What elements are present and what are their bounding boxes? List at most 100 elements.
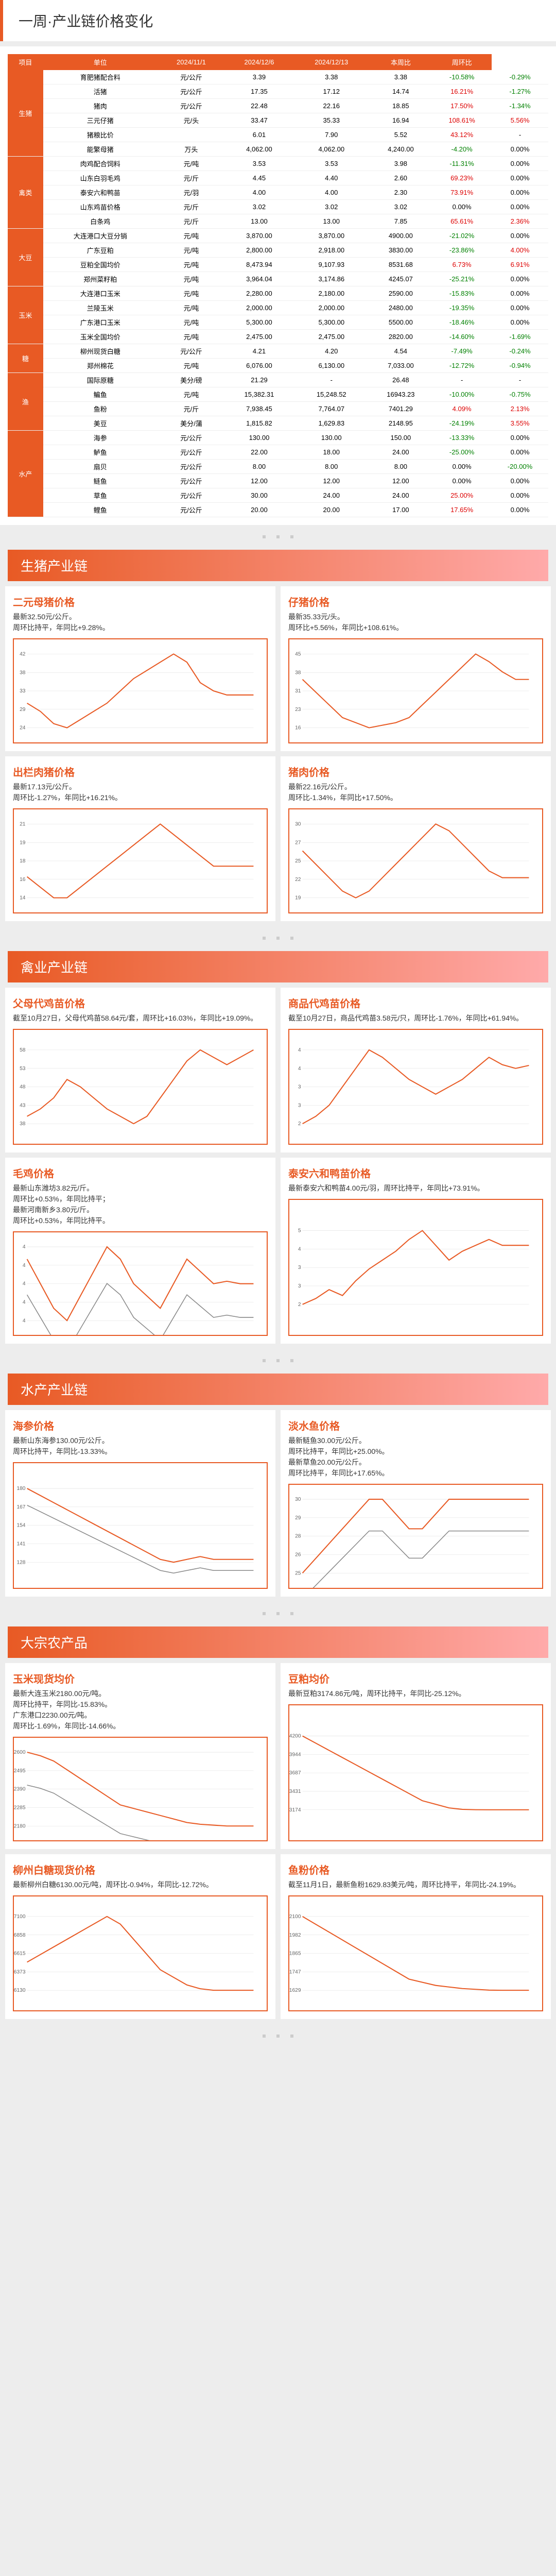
- data-cell: 3830.00: [370, 243, 432, 258]
- chart-box: 44444: [13, 1231, 268, 1336]
- data-cell: 6.91%: [492, 258, 548, 272]
- data-cell: -21.02%: [432, 229, 492, 243]
- data-cell: -24.19%: [432, 416, 492, 431]
- svg-text:3944: 3944: [289, 1752, 301, 1757]
- table-row: 山东白羽毛鸡元/斤4.454.402.6069.23%0.00%: [8, 171, 548, 185]
- svg-text:28: 28: [295, 1534, 301, 1539]
- data-cell: 0.00%: [492, 301, 548, 315]
- table-row: 草鱼元/公斤30.0024.0024.0025.00%0.00%: [8, 488, 548, 503]
- data-cell: 元/斤: [158, 402, 225, 416]
- chart-subtitle: 最新柳州白糖6130.00元/吨，周环比-0.94%，年同比-12.72%。: [13, 1879, 268, 1890]
- category-cell: 禽类: [8, 157, 43, 229]
- chart-card: 海参价格 最新山东海参130.00元/公斤。周环比持平，年同比-13.33%。 …: [5, 1410, 275, 1596]
- table-row: 糖柳州现货白糖元/公斤4.214.204.54-7.49%-0.24%: [8, 344, 548, 359]
- data-cell: 4,240.00: [370, 142, 432, 157]
- table-row: 猪肉元/公斤22.4822.1618.8517.50%-1.34%: [8, 99, 548, 113]
- data-cell: 元/公斤: [158, 488, 225, 503]
- data-cell: 5,300.00: [225, 315, 293, 330]
- category-cell: 大豆: [8, 229, 43, 286]
- chart-title: 商品代鸡苗价格: [288, 995, 543, 1010]
- data-cell: 0.00%: [492, 229, 548, 243]
- data-cell: 元/公斤: [158, 99, 225, 113]
- chart-card: 出栏肉猪价格 最新17.13元/公斤。周环比-1.27%，年同比+16.21%。…: [5, 756, 275, 921]
- data-cell: 0.00%: [492, 157, 548, 171]
- section-header: 水产产业链: [8, 1374, 548, 1405]
- chart-subtitle: 最新大连玉米2180.00元/吨。周环比持平，年同比-15.83%。广东港口22…: [13, 1688, 268, 1732]
- data-cell: 4.40: [293, 171, 370, 185]
- data-cell: 4245.07: [370, 272, 432, 286]
- svg-text:25: 25: [295, 1571, 301, 1577]
- data-cell: 0.00%: [492, 431, 548, 445]
- chart-box: 42003944368734313174: [288, 1704, 543, 1841]
- data-cell: -0.75%: [492, 387, 548, 402]
- data-cell: 0.00%: [432, 200, 492, 214]
- chart-box: 26002495239022852180: [13, 1737, 268, 1841]
- data-cell: 元/吨: [158, 286, 225, 301]
- chart-card: 父母代鸡苗价格 截至10月27日，父母代鸡苗58.64元/套，周环比+16.03…: [5, 988, 275, 1153]
- chart-subtitle: 最新豆粕3174.86元/吨，周环比持平，年同比-25.12%。: [288, 1688, 543, 1699]
- data-cell: 0.00%: [492, 185, 548, 200]
- svg-text:4: 4: [298, 1047, 301, 1053]
- section-header: 大宗农产品: [8, 1626, 548, 1658]
- chart-grid: 海参价格 最新山东海参130.00元/公斤。周环比持平，年同比-13.33%。 …: [0, 1405, 556, 1601]
- data-cell: 12.00: [293, 474, 370, 488]
- data-cell: 26.48: [370, 373, 432, 387]
- svg-text:2: 2: [298, 1302, 301, 1308]
- chart-box: 44332: [288, 1029, 543, 1145]
- data-cell: 3.02: [370, 200, 432, 214]
- data-cell: 6,076.00: [225, 359, 293, 373]
- data-cell: 5.56%: [492, 113, 548, 128]
- data-cell: 12.00: [225, 474, 293, 488]
- data-cell: -12.72%: [432, 359, 492, 373]
- svg-text:22: 22: [295, 877, 301, 883]
- svg-text:14: 14: [20, 895, 26, 901]
- data-cell: 育肥猪配合料: [43, 70, 158, 84]
- data-cell: -: [432, 373, 492, 387]
- data-cell: 元/公斤: [158, 344, 225, 359]
- table-row: 郑州棉花元/吨6,076.006,130.007,033.00-12.72%-0…: [8, 359, 548, 373]
- svg-text:33: 33: [20, 688, 26, 694]
- data-cell: 元/吨: [158, 157, 225, 171]
- data-cell: 三元仔猪: [43, 113, 158, 128]
- data-cell: 0.00%: [492, 315, 548, 330]
- table-row: 大豆大连港口大豆分销元/吨3,870.003,870.004900.00-21.…: [8, 229, 548, 243]
- chart-card: 毛鸡价格 最新山东潍坊3.82元/斤。周环比+0.53%，年同比持平；最新河南新…: [5, 1158, 275, 1344]
- data-cell: 3,964.04: [225, 272, 293, 286]
- data-cell: 元/吨: [158, 315, 225, 330]
- data-cell: 白条鸡: [43, 214, 158, 229]
- table-row: 白条鸡元/斤13.0013.007.8565.61%2.36%: [8, 214, 548, 229]
- data-cell: 4,062.00: [225, 142, 293, 157]
- svg-text:3174: 3174: [289, 1807, 301, 1813]
- svg-text:16: 16: [20, 877, 26, 883]
- data-cell: 猪肉: [43, 99, 158, 113]
- data-cell: 元/公斤: [158, 460, 225, 474]
- data-cell: 21.29: [225, 373, 293, 387]
- data-cell: 17.35: [225, 84, 293, 99]
- data-cell: 7,764.07: [293, 402, 370, 416]
- data-cell: 7,033.00: [370, 359, 432, 373]
- data-cell: 6.73%: [432, 258, 492, 272]
- data-cell: 草鱼: [43, 488, 158, 503]
- chart-svg: 26002495239022852180: [14, 1738, 267, 1840]
- svg-text:25: 25: [295, 858, 301, 864]
- data-cell: 0.00%: [492, 503, 548, 517]
- chart-grid: 玉米现货均价 最新大连玉米2180.00元/吨。周环比持平，年同比-15.83%…: [0, 1658, 556, 2024]
- svg-text:4: 4: [23, 1300, 26, 1306]
- data-cell: 元/斤: [158, 214, 225, 229]
- chart-svg: 42003944368734313174: [289, 1705, 542, 1840]
- table-row: 扇贝元/公斤8.008.008.000.00%-20.00%: [8, 460, 548, 474]
- chart-title: 鱼粉价格: [288, 1862, 543, 1877]
- data-cell: -18.46%: [432, 315, 492, 330]
- svg-text:2100: 2100: [289, 1914, 301, 1920]
- data-cell: 鲤鱼: [43, 503, 158, 517]
- data-cell: 广东港口玉米: [43, 315, 158, 330]
- data-cell: 3,870.00: [293, 229, 370, 243]
- data-cell: 4.00: [293, 185, 370, 200]
- svg-text:16: 16: [295, 725, 301, 731]
- chart-svg: 54332: [289, 1200, 542, 1335]
- data-cell: 24.00: [370, 488, 432, 503]
- data-cell: -19.35%: [432, 301, 492, 315]
- section-header: 禽业产业链: [8, 951, 548, 982]
- category-cell: 生猪: [8, 70, 43, 157]
- data-cell: 0.00%: [492, 171, 548, 185]
